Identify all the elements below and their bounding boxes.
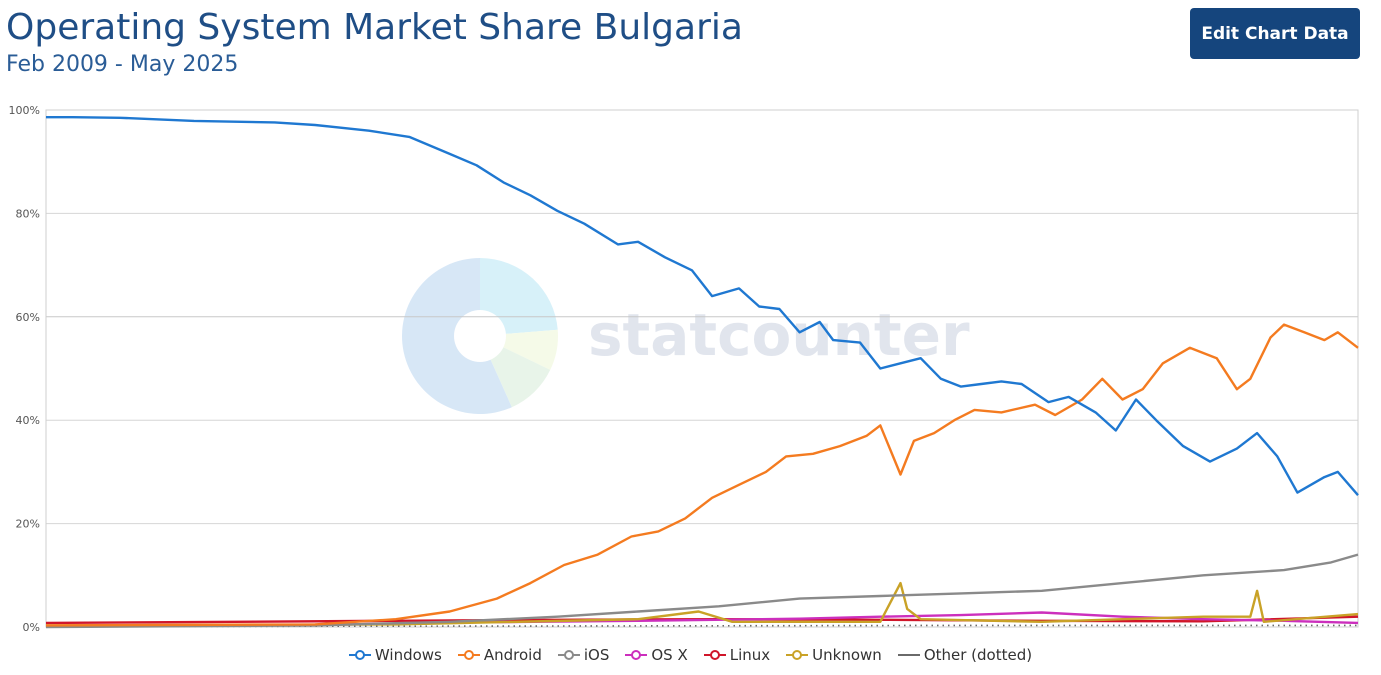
series-line-android	[45, 323, 1359, 627]
statcounter-watermark: statcounter	[402, 258, 970, 415]
legend-item-ios[interactable]: iOS	[557, 646, 610, 664]
y-tick-label: 40%	[16, 414, 40, 427]
legend-label: iOS	[583, 646, 610, 664]
series-line-windows	[46, 116, 1359, 496]
legend-label: Windows	[374, 646, 442, 664]
legend-marker-icon	[557, 649, 580, 661]
chart-legend: Windows Android iOS OS X Linux Unknown Other (…	[0, 646, 1381, 665]
legend-item-other-dotted[interactable]: Other (dotted)	[897, 646, 1033, 664]
y-tick-label: 80%	[16, 207, 40, 220]
legend-label: OS X	[651, 646, 688, 664]
legend-item-unknown[interactable]: Unknown	[786, 646, 882, 664]
legend-item-os-x[interactable]: OS X	[625, 646, 688, 664]
legend-marker-icon	[897, 649, 920, 661]
series-line-unknown	[45, 581, 1359, 627]
legend-marker-icon	[625, 649, 648, 661]
edit-chart-data-button[interactable]: Edit Chart Data	[1190, 8, 1360, 59]
chart-title: Operating System Market Share Bulgaria	[6, 7, 743, 48]
legend-item-linux[interactable]: Linux	[703, 646, 771, 664]
legend-marker-icon	[703, 649, 726, 661]
legend-label: Linux	[729, 646, 771, 664]
chart-subtitle: Feb 2009 - May 2025	[6, 52, 239, 77]
y-tick-label: 0%	[23, 621, 40, 634]
y-tick-label: 60%	[16, 311, 40, 324]
legend-item-android[interactable]: Android	[457, 646, 542, 664]
legend-label: Unknown	[812, 646, 882, 664]
series-line-ios	[45, 553, 1359, 629]
legend-label: Other (dotted)	[923, 646, 1033, 664]
y-tick-label: 20%	[16, 518, 40, 531]
legend-marker-icon	[348, 649, 371, 661]
legend-label: Android	[483, 646, 542, 664]
plot-frame	[45, 109, 1359, 628]
watermark-text: statcounter	[588, 301, 970, 369]
legend-marker-icon	[457, 649, 480, 661]
y-tick-label: 100%	[9, 104, 40, 117]
legend-item-windows[interactable]: Windows	[348, 646, 442, 664]
legend-marker-icon	[786, 649, 809, 661]
